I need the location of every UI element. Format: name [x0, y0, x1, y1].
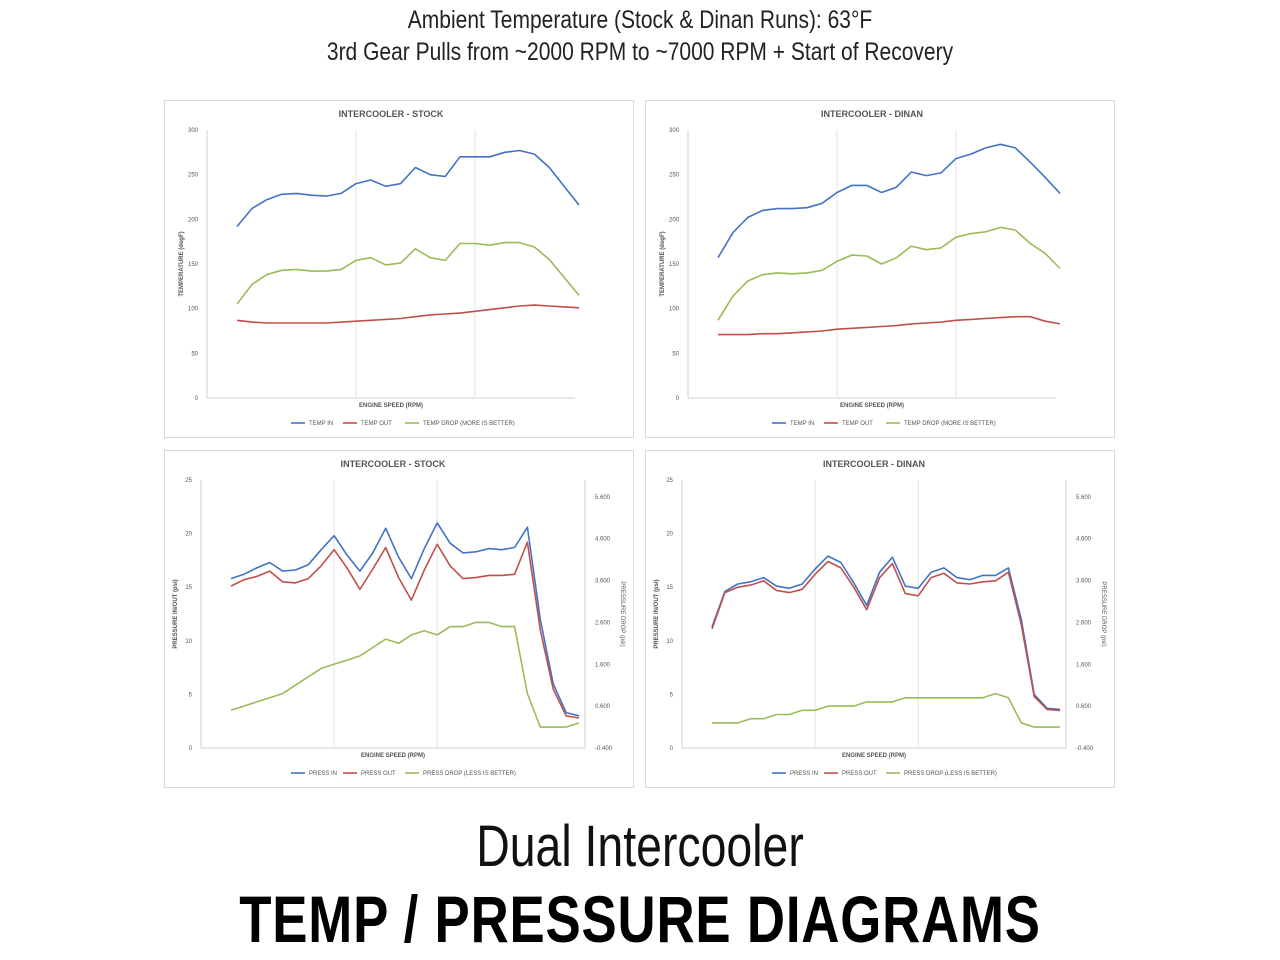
y2-tick-label: 1.600 [595, 662, 611, 668]
y-tick-label: 5 [189, 692, 193, 698]
y2-tick-label: 5.600 [1076, 495, 1092, 501]
y-tick-label: 0 [189, 746, 193, 752]
chart-panel-pressure-dinan: INTERCOOLER - DINAN 0 5 10 15 20 25 -0.400 0.600… [645, 450, 1115, 788]
y-tick-label: 200 [188, 217, 199, 223]
y-tick-label: 50 [672, 351, 679, 357]
y2-tick-label: 2.600 [1076, 620, 1092, 626]
y2-tick-label: 0.600 [1076, 704, 1092, 710]
chart-title: INTERCOOLER - STOCK [339, 109, 444, 119]
series-line [718, 315, 1061, 336]
y-tick-label: 200 [669, 217, 680, 223]
chart-panel-pressure-stock: INTERCOOLER - STOCK 0 5 10 15 20 25 -0.400 0.600… [164, 450, 634, 788]
series-line [236, 149, 580, 228]
y-tick-label: 5 [670, 692, 674, 698]
y-tick-label: 0 [195, 396, 199, 402]
y-tick-label: 100 [188, 307, 199, 313]
y-tick-label: 150 [188, 262, 199, 268]
y2-tick-label: -0.400 [1076, 746, 1094, 752]
series-line [236, 241, 580, 305]
series-line [717, 226, 1061, 321]
y-tick-label: 250 [188, 173, 199, 179]
chart-panel-temp-dinan: INTERCOOLER - DINAN 0 50 100 150 200 250 300 ENG… [645, 100, 1115, 438]
legend-label: PRESS OUT [842, 771, 877, 777]
chart-title: INTERCOOLER - DINAN [821, 109, 923, 119]
x-axis-label: ENGINE SPEED (RPM) [842, 753, 906, 759]
series-line [717, 143, 1061, 259]
x-axis-label: ENGINE SPEED (RPM) [840, 403, 904, 409]
y2-tick-label: 4.600 [1076, 537, 1092, 543]
y-tick-label: 50 [191, 351, 198, 357]
series-line [236, 304, 580, 324]
y-axis-label: PRESSURE IN/OUT (psi) [654, 579, 660, 648]
y-tick-label: 15 [666, 585, 673, 591]
y-tick-label: 15 [185, 585, 192, 591]
chart-svg: INTERCOOLER - STOCK 0 50 100 150 200 250 300 ENG… [179, 109, 580, 427]
y-tick-label: 300 [669, 128, 680, 134]
legend-label: TEMP IN [790, 421, 814, 427]
series-line [230, 541, 580, 719]
y-tick-label: 300 [188, 128, 199, 134]
chart-title: INTERCOOLER - STOCK [341, 459, 446, 469]
header-gear-line: 3rd Gear Pulls from ~2000 RPM to ~7000 R… [326, 38, 954, 66]
legend-label: PRESS OUT [361, 771, 396, 777]
y-tick-label: 10 [185, 639, 192, 645]
y2-tick-label: 5.600 [595, 495, 611, 501]
footer-subtitle: Dual Intercooler [476, 814, 804, 879]
y-axis-label: TEMPERATURE (degF) [179, 231, 185, 296]
y2-tick-label: 0.600 [595, 704, 611, 710]
page-header: Ambient Temperature (Stock & Dinan Runs)… [0, 4, 1280, 68]
legend-label: TEMP OUT [361, 421, 392, 427]
legend-label: TEMP IN [309, 421, 333, 427]
legend-label: TEMP DROP (MORE IS BETTER) [904, 421, 996, 427]
y-tick-label: 25 [666, 478, 673, 484]
legend-label: PRESS IN [790, 771, 818, 777]
legend-label: PRESS DROP (LESS IS BETTER) [423, 771, 516, 777]
y2-tick-label: 3.600 [595, 579, 611, 585]
y2-axis-label: PRESSURE DROP (psi) [619, 581, 625, 646]
legend-label: PRESS IN [309, 771, 337, 777]
legend-label: PRESS DROP (LESS IS BETTER) [904, 771, 997, 777]
y-tick-label: 10 [666, 639, 673, 645]
y2-tick-label: 2.600 [595, 620, 611, 626]
y2-tick-label: 1.600 [1076, 662, 1092, 668]
y-tick-label: 25 [185, 478, 192, 484]
series-line [711, 560, 1061, 712]
page-footer: Dual Intercooler TEMP / PRESSURE DIAGRAM… [0, 812, 1280, 956]
y2-tick-label: -0.400 [595, 746, 613, 752]
chart-panel-temp-stock: INTERCOOLER - STOCK 0 50 100 150 200 250 300 ENG… [164, 100, 634, 438]
y-tick-label: 20 [666, 532, 673, 538]
series-line [230, 522, 580, 717]
y-tick-label: 100 [669, 307, 680, 313]
y-tick-label: 250 [669, 173, 680, 179]
x-axis-label: ENGINE SPEED (RPM) [361, 753, 425, 759]
footer-title: TEMP / PRESSURE DIAGRAMS [239, 882, 1041, 956]
series-line [712, 692, 1060, 728]
chart-title: INTERCOOLER - DINAN [823, 459, 925, 469]
header-ambient-line: Ambient Temperature (Stock & Dinan Runs)… [407, 6, 873, 34]
y-tick-label: 0 [670, 746, 674, 752]
y-tick-label: 150 [669, 262, 680, 268]
y-axis-label: PRESSURE IN/OUT (psi) [173, 579, 179, 648]
x-axis-label: ENGINE SPEED (RPM) [359, 403, 423, 409]
y2-axis-label: PRESSURE DROP (psi) [1100, 581, 1106, 646]
chart-svg: INTERCOOLER - DINAN 0 50 100 150 200 250 300 ENG… [660, 109, 1061, 427]
y2-tick-label: 3.600 [1076, 579, 1092, 585]
y-tick-label: 20 [185, 532, 192, 538]
legend-label: TEMP OUT [842, 421, 873, 427]
y-tick-label: 0 [676, 396, 680, 402]
legend-label: TEMP DROP (MORE IS BETTER) [423, 421, 515, 427]
series-line [230, 621, 580, 728]
chart-svg: INTERCOOLER - STOCK 0 5 10 15 20 25 -0.400 0.600… [173, 459, 625, 777]
y2-tick-label: 4.600 [595, 537, 611, 543]
chart-svg: INTERCOOLER - DINAN 0 5 10 15 20 25 -0.400 0.600… [654, 459, 1106, 777]
y-axis-label: TEMPERATURE (degF) [660, 231, 666, 296]
series-line [711, 555, 1061, 711]
